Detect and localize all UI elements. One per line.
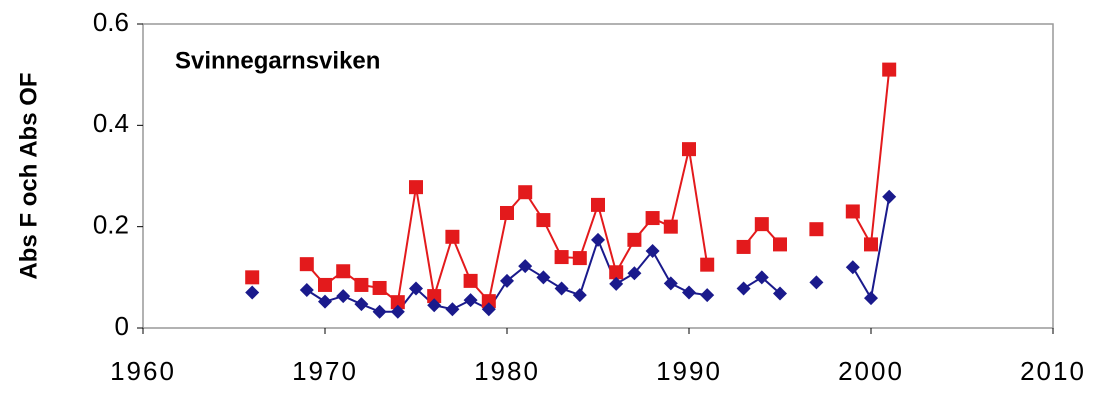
marker bbox=[754, 217, 769, 232]
marker bbox=[572, 251, 587, 266]
marker bbox=[591, 232, 605, 247]
marker bbox=[773, 286, 787, 301]
x-tick-label: 2010 bbox=[1020, 356, 1086, 386]
marker bbox=[445, 302, 460, 317]
marker bbox=[500, 273, 514, 288]
marker bbox=[882, 62, 897, 77]
marker bbox=[591, 197, 605, 212]
marker bbox=[627, 266, 642, 281]
marker bbox=[318, 294, 332, 309]
marker bbox=[536, 213, 551, 228]
marker bbox=[809, 222, 824, 237]
marker bbox=[463, 293, 478, 308]
marker bbox=[372, 304, 387, 319]
marker bbox=[882, 189, 897, 204]
marker bbox=[864, 237, 878, 252]
marker bbox=[572, 288, 587, 303]
marker bbox=[518, 185, 533, 200]
marker bbox=[390, 304, 405, 319]
marker bbox=[299, 283, 314, 297]
y-tick-label: 0.2 bbox=[93, 210, 129, 240]
marker bbox=[845, 260, 860, 275]
x-tick-label: 2000 bbox=[838, 356, 904, 386]
marker bbox=[627, 232, 642, 247]
y-tick-label: 0 bbox=[115, 311, 129, 341]
marker bbox=[700, 257, 715, 272]
marker bbox=[354, 277, 369, 292]
marker bbox=[809, 275, 824, 290]
marker bbox=[663, 276, 678, 291]
marker bbox=[645, 211, 660, 226]
marker bbox=[354, 297, 369, 312]
marker bbox=[609, 276, 624, 291]
marker bbox=[245, 285, 260, 300]
marker bbox=[682, 142, 696, 157]
marker bbox=[500, 205, 514, 220]
marker bbox=[409, 281, 423, 296]
y-axis-label: Abs F och Abs OF bbox=[15, 72, 42, 279]
marker bbox=[427, 289, 442, 304]
marker bbox=[700, 288, 715, 303]
marker bbox=[481, 294, 496, 309]
marker bbox=[754, 270, 769, 285]
y-tick-label: 0.6 bbox=[93, 7, 129, 37]
marker bbox=[518, 259, 533, 274]
marker bbox=[736, 239, 751, 254]
marker bbox=[427, 298, 442, 313]
plot-area bbox=[142, 23, 1054, 329]
marker bbox=[372, 280, 387, 295]
x-tick-label: 1970 bbox=[292, 356, 358, 386]
marker bbox=[299, 257, 314, 272]
marker bbox=[318, 277, 332, 292]
annotation: Svinnegarnsviken bbox=[175, 47, 380, 74]
marker bbox=[609, 265, 624, 280]
marker bbox=[336, 289, 351, 304]
marker bbox=[390, 295, 405, 310]
marker bbox=[682, 285, 696, 300]
marker bbox=[736, 281, 751, 296]
marker bbox=[445, 229, 460, 244]
marker bbox=[336, 264, 351, 279]
x-tick-label: 1990 bbox=[656, 356, 722, 386]
x-tick-label: 1980 bbox=[474, 356, 540, 386]
y-tick-label: 0.4 bbox=[93, 108, 129, 138]
marker bbox=[845, 204, 860, 219]
marker bbox=[645, 243, 660, 258]
marker bbox=[554, 281, 569, 296]
marker bbox=[663, 219, 678, 234]
marker bbox=[536, 270, 551, 285]
marker bbox=[245, 270, 260, 285]
marker bbox=[481, 302, 496, 317]
marker bbox=[864, 291, 878, 306]
x-tick-label: 1960 bbox=[110, 356, 176, 386]
marker bbox=[409, 180, 423, 195]
marker bbox=[554, 250, 569, 265]
marker bbox=[463, 273, 478, 288]
marker bbox=[773, 237, 787, 252]
